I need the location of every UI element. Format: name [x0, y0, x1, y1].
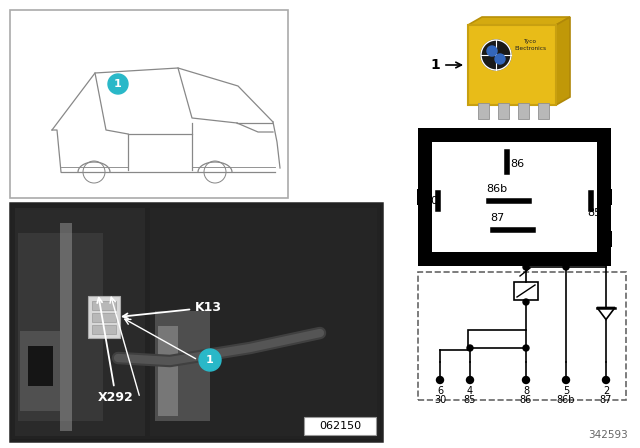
Circle shape	[523, 264, 529, 270]
Text: 6: 6	[437, 386, 443, 396]
Text: 30: 30	[434, 395, 446, 405]
Circle shape	[108, 74, 128, 94]
Circle shape	[563, 376, 570, 383]
Circle shape	[495, 54, 505, 64]
Text: 85: 85	[464, 395, 476, 405]
Text: 86b: 86b	[557, 395, 575, 405]
Bar	[514, 282, 538, 300]
Bar	[158, 326, 178, 416]
Text: 1: 1	[430, 58, 440, 72]
Circle shape	[523, 345, 529, 351]
Text: 5: 5	[563, 386, 569, 396]
Bar	[418, 128, 611, 266]
Bar	[155, 311, 210, 421]
Circle shape	[563, 264, 569, 270]
Circle shape	[523, 299, 529, 305]
Bar	[10, 10, 288, 198]
Bar	[432, 142, 597, 252]
Circle shape	[481, 40, 511, 70]
Bar	[598, 231, 612, 247]
Bar	[498, 103, 509, 119]
Circle shape	[487, 46, 497, 56]
Bar	[468, 330, 526, 348]
Text: K13: K13	[123, 301, 222, 319]
Bar	[12, 205, 380, 439]
Bar	[28, 346, 53, 386]
Bar	[15, 208, 145, 436]
Bar	[88, 296, 120, 338]
Text: 4: 4	[467, 386, 473, 396]
Circle shape	[467, 376, 474, 383]
Bar	[150, 208, 377, 436]
Bar	[538, 103, 549, 119]
Bar	[478, 103, 489, 119]
Bar	[417, 189, 431, 205]
Circle shape	[199, 349, 221, 371]
Text: 86: 86	[520, 395, 532, 405]
Bar	[20, 331, 60, 411]
Bar	[18, 233, 103, 421]
Text: 30: 30	[424, 196, 438, 206]
Bar	[518, 103, 529, 119]
Text: Tyco
Electronics: Tyco Electronics	[514, 39, 546, 51]
Text: 8: 8	[523, 386, 529, 396]
Bar	[10, 203, 382, 441]
Bar	[598, 189, 612, 205]
Text: 87: 87	[600, 395, 612, 405]
Text: 1: 1	[206, 355, 214, 365]
Bar	[92, 325, 116, 334]
Text: 85: 85	[587, 208, 601, 218]
Circle shape	[467, 345, 473, 351]
Text: 342593: 342593	[588, 430, 628, 440]
Circle shape	[602, 376, 609, 383]
Bar	[92, 301, 116, 310]
Circle shape	[436, 376, 444, 383]
Polygon shape	[556, 17, 570, 105]
Bar	[468, 25, 556, 105]
Text: 1: 1	[114, 79, 122, 89]
Circle shape	[522, 376, 529, 383]
Text: 062150: 062150	[319, 421, 361, 431]
Text: 86: 86	[511, 159, 525, 169]
Bar	[304, 417, 376, 435]
Bar	[92, 313, 116, 322]
Bar	[60, 223, 72, 431]
Text: 86b: 86b	[486, 184, 508, 194]
Text: 87: 87	[490, 213, 505, 223]
Bar	[418, 272, 626, 400]
Polygon shape	[468, 17, 570, 25]
Polygon shape	[597, 307, 615, 319]
Text: X292: X292	[97, 298, 134, 404]
Text: 2: 2	[603, 386, 609, 396]
